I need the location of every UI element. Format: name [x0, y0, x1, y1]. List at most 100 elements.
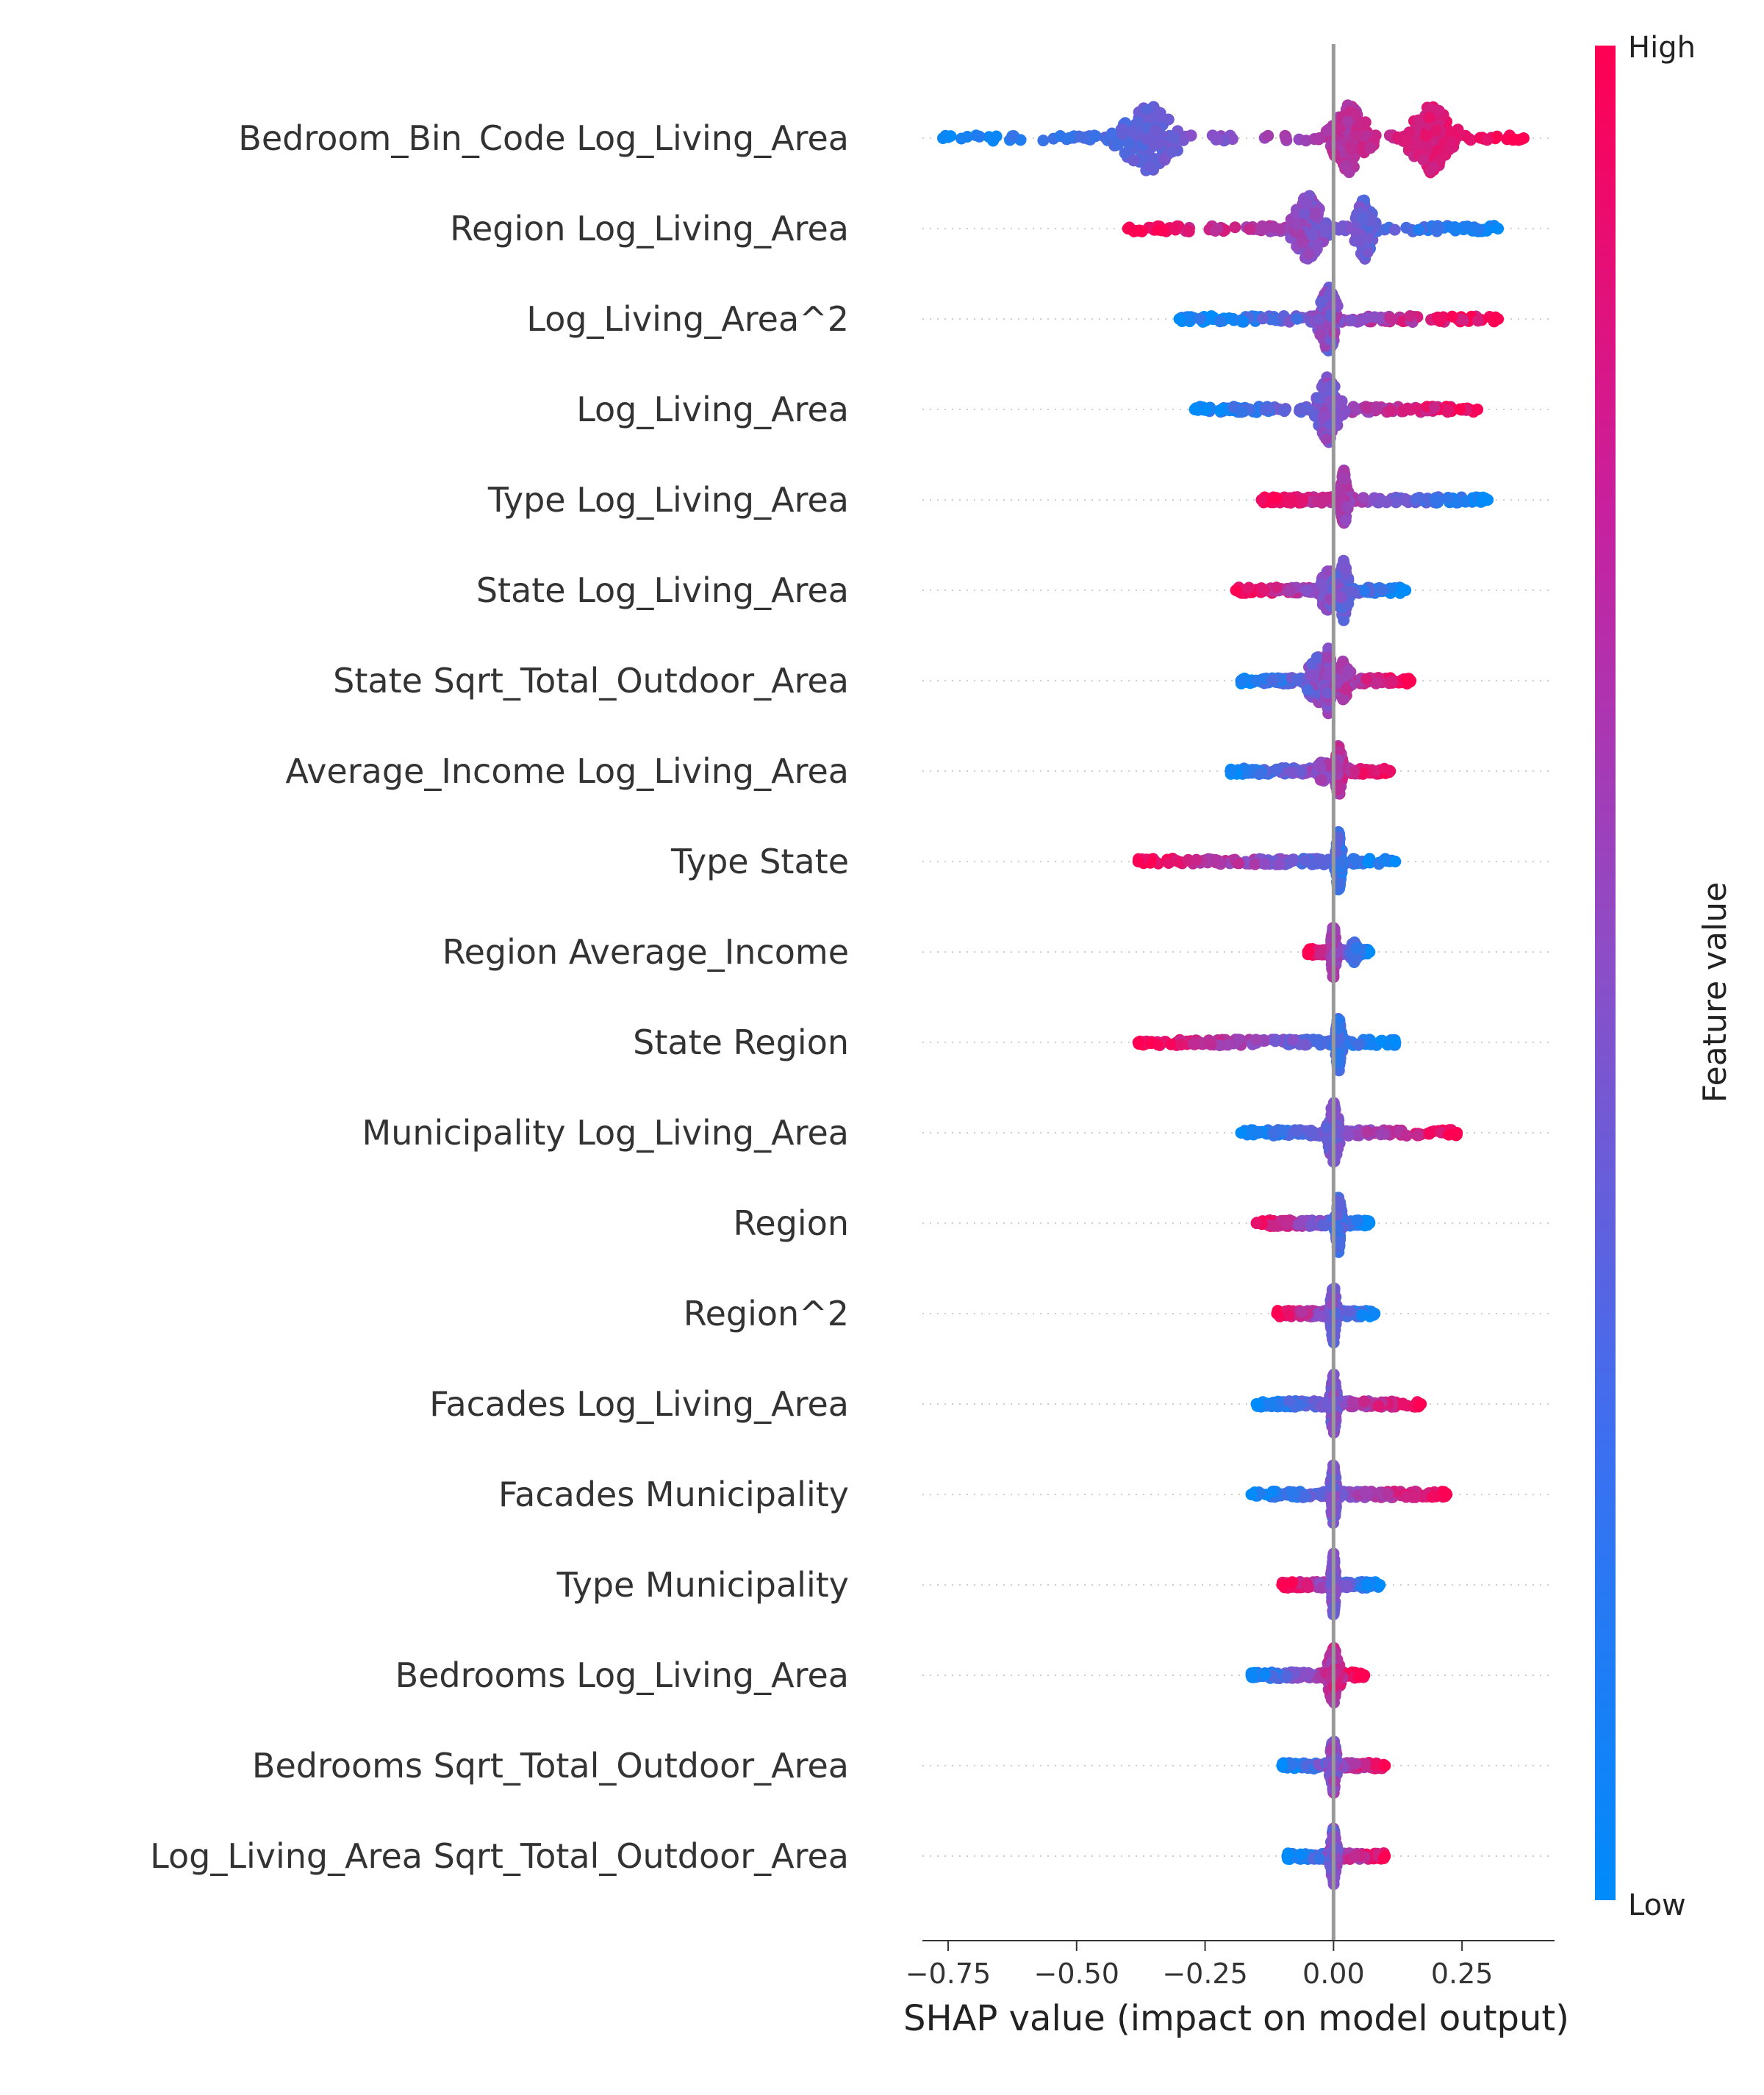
shap-dot — [1229, 221, 1241, 234]
shap-dot — [1317, 410, 1330, 423]
shap-dot — [1276, 1124, 1288, 1136]
shap-dot — [1291, 218, 1303, 231]
shap-dot — [1188, 404, 1201, 415]
shap-dot — [1143, 161, 1155, 173]
shap-dot — [1342, 1306, 1355, 1318]
shap-dot — [1347, 1396, 1359, 1408]
shap-dot — [1314, 329, 1327, 341]
shap-dot — [1305, 1125, 1317, 1138]
shap-dot — [1308, 857, 1320, 870]
shap-dot — [1153, 137, 1166, 149]
shap-dot — [1313, 313, 1325, 326]
shap-dot — [1250, 1034, 1262, 1046]
shap-dot — [1300, 198, 1313, 210]
shap-dot — [1286, 1576, 1299, 1589]
shap-dot — [1413, 117, 1426, 129]
shap-dot — [1341, 501, 1353, 512]
shap-dot — [1413, 223, 1424, 236]
feature-dots — [1188, 371, 1484, 448]
shap-dot — [1389, 856, 1402, 867]
shap-dot — [1141, 133, 1153, 146]
shap-dot — [1442, 126, 1455, 138]
shap-dot — [1276, 1579, 1288, 1591]
shap-dot — [1302, 946, 1314, 958]
shap-dot — [1300, 584, 1313, 597]
shap-dot — [1351, 942, 1363, 954]
shap-dot — [1116, 128, 1129, 140]
shap-dot — [1342, 664, 1355, 676]
shap-dot — [1410, 493, 1423, 505]
shap-dot — [1273, 858, 1286, 870]
shap-dot — [1259, 858, 1272, 870]
shap-dot — [1244, 223, 1256, 235]
shap-dot — [1482, 494, 1494, 506]
shap-dot — [1297, 236, 1309, 248]
shap-dot — [1315, 773, 1327, 786]
shap-dot — [1405, 675, 1417, 687]
shap-dot — [1285, 1486, 1297, 1498]
shap-dot — [1384, 312, 1396, 324]
feature-dots — [1122, 190, 1505, 265]
shap-dot — [1518, 132, 1530, 144]
shap-dot — [1205, 1039, 1217, 1050]
feature-dots — [1132, 826, 1402, 896]
shap-dot — [1250, 674, 1262, 687]
feature-dots — [1245, 1459, 1453, 1529]
shap-dot — [1235, 1127, 1247, 1139]
shap-dot — [1209, 225, 1222, 237]
shap-dot — [1370, 401, 1383, 413]
shap-dot — [1316, 1219, 1329, 1231]
shap-dot — [1122, 223, 1134, 234]
shap-dot — [1285, 766, 1297, 778]
shap-dot — [1235, 675, 1247, 687]
shap-dot — [1162, 113, 1175, 126]
shap-dot — [1380, 496, 1393, 509]
shap-dot — [1258, 584, 1270, 596]
shap-dot — [1339, 515, 1352, 526]
shap-dot — [1423, 1128, 1435, 1140]
shap-dot — [1291, 312, 1303, 325]
shap-dot — [1236, 406, 1248, 418]
shap-dot — [1361, 1126, 1374, 1138]
shap-dot — [1144, 1037, 1157, 1050]
shap-dot — [1344, 585, 1356, 598]
shap-dot — [1400, 1129, 1413, 1142]
shap-dot — [1315, 296, 1327, 308]
shap-dot — [1385, 675, 1397, 687]
shap-dot — [1278, 405, 1291, 418]
shap-dot — [1152, 223, 1164, 236]
shap-dot — [1173, 313, 1186, 325]
shap-dot — [1357, 492, 1369, 504]
shap-dot — [1262, 129, 1274, 142]
feature-dots — [1235, 642, 1417, 720]
shap-dot — [1441, 1489, 1453, 1500]
shap-dot — [1188, 1038, 1200, 1050]
shap-dot — [1037, 135, 1050, 147]
shap-dot — [1428, 401, 1441, 414]
shap-dot — [1287, 1034, 1299, 1047]
shap-dot — [1269, 221, 1281, 234]
shap-dot — [1283, 584, 1296, 597]
shap-dot — [1359, 116, 1372, 129]
shap-dot — [1319, 226, 1331, 238]
shap-dot — [1132, 856, 1144, 867]
shap-dot — [1266, 674, 1278, 687]
feature-dots — [1250, 1192, 1376, 1258]
shap-dot — [1364, 142, 1377, 154]
shap-dot — [1122, 136, 1134, 148]
shap-dot — [1471, 315, 1484, 327]
shap-dot — [1420, 130, 1432, 142]
feature-dots — [1230, 554, 1412, 626]
shap-dot — [1335, 856, 1347, 869]
shap-dot — [1268, 1220, 1280, 1232]
shap-dot — [1473, 223, 1485, 236]
shap-dot — [1297, 494, 1308, 506]
shap-dot — [1299, 1039, 1311, 1051]
feature-dots — [1302, 922, 1376, 984]
shap-dot — [1430, 124, 1442, 137]
shap-dot — [1492, 313, 1505, 325]
shap-dot — [1153, 109, 1166, 121]
shap-dot — [1404, 310, 1416, 322]
shap-dot — [1432, 220, 1444, 232]
shap-dot — [1372, 1400, 1385, 1412]
